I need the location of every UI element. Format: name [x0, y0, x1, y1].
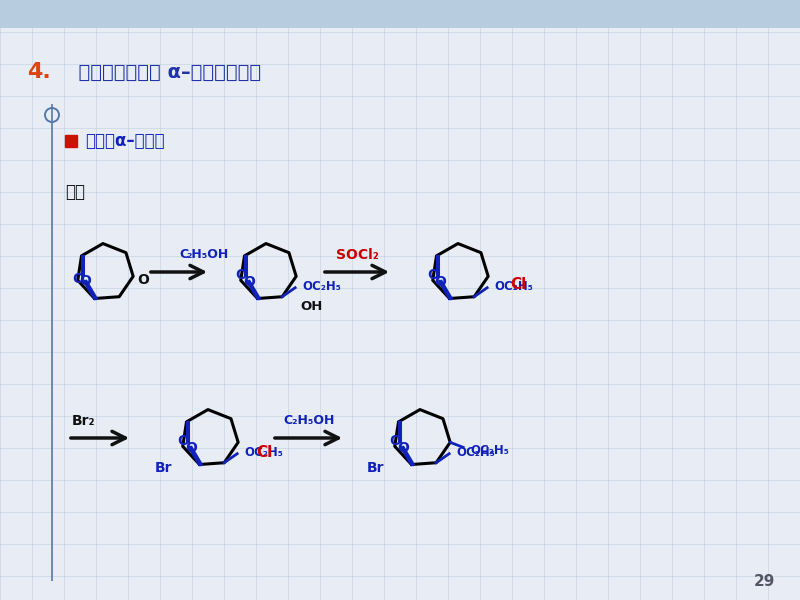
Bar: [0, 0, 800, 28]
Text: OC₂H₅: OC₂H₅: [470, 444, 509, 457]
Text: Br₂: Br₂: [72, 414, 95, 428]
Text: O: O: [73, 272, 85, 286]
Text: Cl: Cl: [510, 277, 526, 292]
Text: OH: OH: [300, 300, 322, 313]
Text: 酰卤的α–氢卤代: 酰卤的α–氢卤代: [85, 132, 165, 150]
Text: O: O: [235, 268, 247, 283]
Text: O: O: [427, 268, 439, 283]
Text: O: O: [186, 441, 198, 455]
Text: OC₂H₅: OC₂H₅: [494, 280, 533, 293]
Text: 例：: 例：: [65, 183, 85, 201]
Text: O: O: [178, 434, 190, 448]
Text: 有关羧酸衍生物 α–位的反应简介: 有关羧酸衍生物 α–位的反应简介: [65, 62, 261, 82]
Text: Cl: Cl: [256, 445, 273, 460]
Text: O: O: [434, 275, 446, 289]
Text: C: C: [179, 248, 188, 262]
Bar: [65, 135, 77, 147]
Text: O: O: [79, 274, 91, 288]
Text: SOCl₂: SOCl₂: [336, 248, 378, 262]
Text: O: O: [138, 274, 149, 287]
Text: OC₂H₅: OC₂H₅: [302, 280, 341, 293]
Text: Br: Br: [367, 461, 385, 475]
Text: O: O: [398, 441, 410, 455]
Text: 29: 29: [754, 575, 775, 589]
Text: OC₂H₅: OC₂H₅: [456, 446, 495, 459]
Text: O: O: [243, 275, 255, 289]
Text: C₂H₅OH: C₂H₅OH: [283, 415, 334, 427]
Text: OC₂H₅: OC₂H₅: [244, 446, 283, 459]
Text: 4.: 4.: [27, 62, 50, 82]
Text: ₂H₅OH: ₂H₅OH: [186, 248, 228, 262]
Text: Br: Br: [155, 461, 173, 475]
Text: O: O: [390, 434, 402, 448]
